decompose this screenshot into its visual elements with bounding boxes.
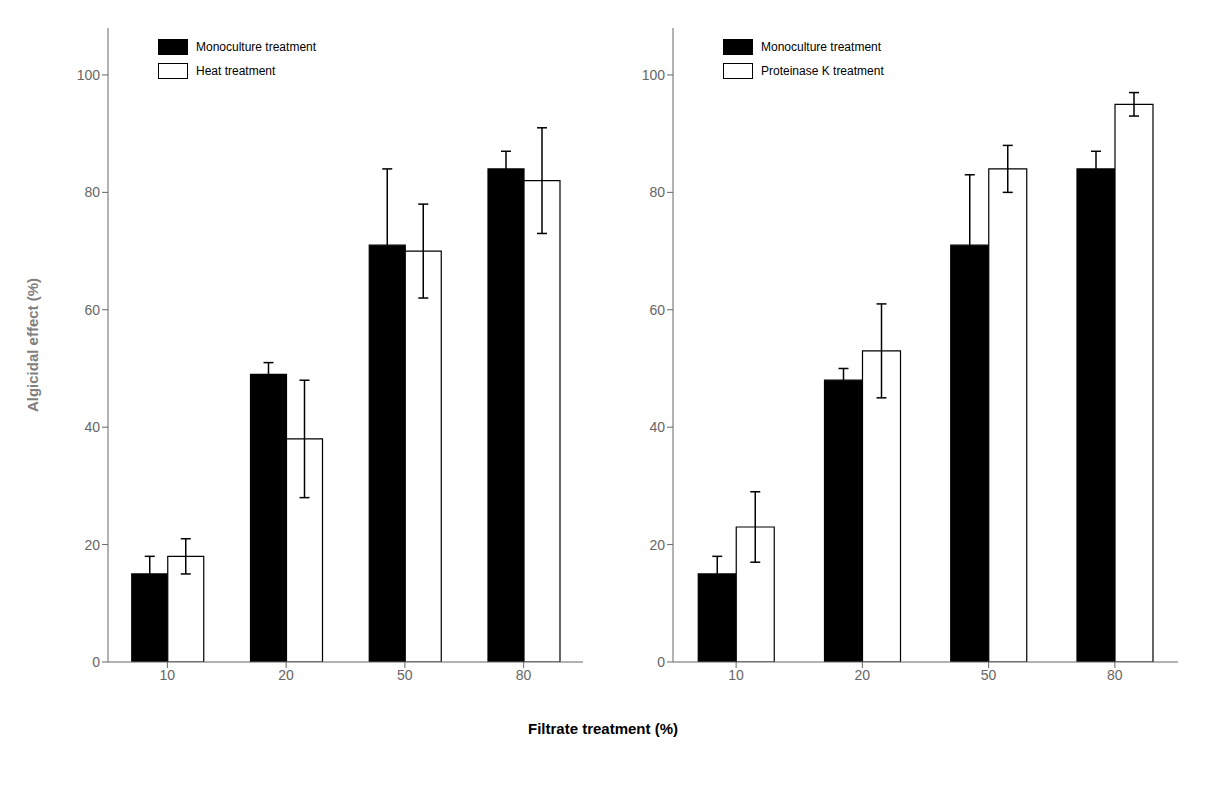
svg-text:Algicidal effect (%): Algicidal effect (%) — [24, 278, 41, 412]
svg-text:20: 20 — [855, 667, 871, 683]
html-text:Heat treatment: Heat treatment — [196, 64, 276, 78]
svg-text:80: 80 — [516, 667, 532, 683]
svg-text:50: 50 — [981, 667, 997, 683]
svg-text:20: 20 — [84, 537, 100, 553]
svg-text:80: 80 — [1107, 667, 1123, 683]
svg-text:10: 10 — [160, 667, 176, 683]
svg-text:10: 10 — [728, 667, 744, 683]
svg-text:100: 100 — [642, 67, 666, 83]
svg-text:0: 0 — [657, 654, 665, 670]
svg-text:60: 60 — [84, 302, 100, 318]
svg-text:100: 100 — [77, 67, 101, 83]
html-text:Proteinase K treatment: Proteinase K treatment — [761, 64, 884, 78]
svg-text:20: 20 — [278, 667, 294, 683]
html-text:Filtrate treatment (%): Filtrate treatment (%) — [528, 720, 678, 737]
svg-text:80: 80 — [84, 184, 100, 200]
svg-text:40: 40 — [84, 419, 100, 435]
svg-text:80: 80 — [649, 184, 665, 200]
svg-text:60: 60 — [649, 302, 665, 318]
html-text:Monoculture treatment: Monoculture treatment — [761, 40, 882, 54]
svg-text:40: 40 — [649, 419, 665, 435]
svg-text:50: 50 — [397, 667, 413, 683]
svg-text:20: 20 — [649, 537, 665, 553]
svg-text:0: 0 — [92, 654, 100, 670]
html-text:Monoculture treatment: Monoculture treatment — [196, 40, 317, 54]
